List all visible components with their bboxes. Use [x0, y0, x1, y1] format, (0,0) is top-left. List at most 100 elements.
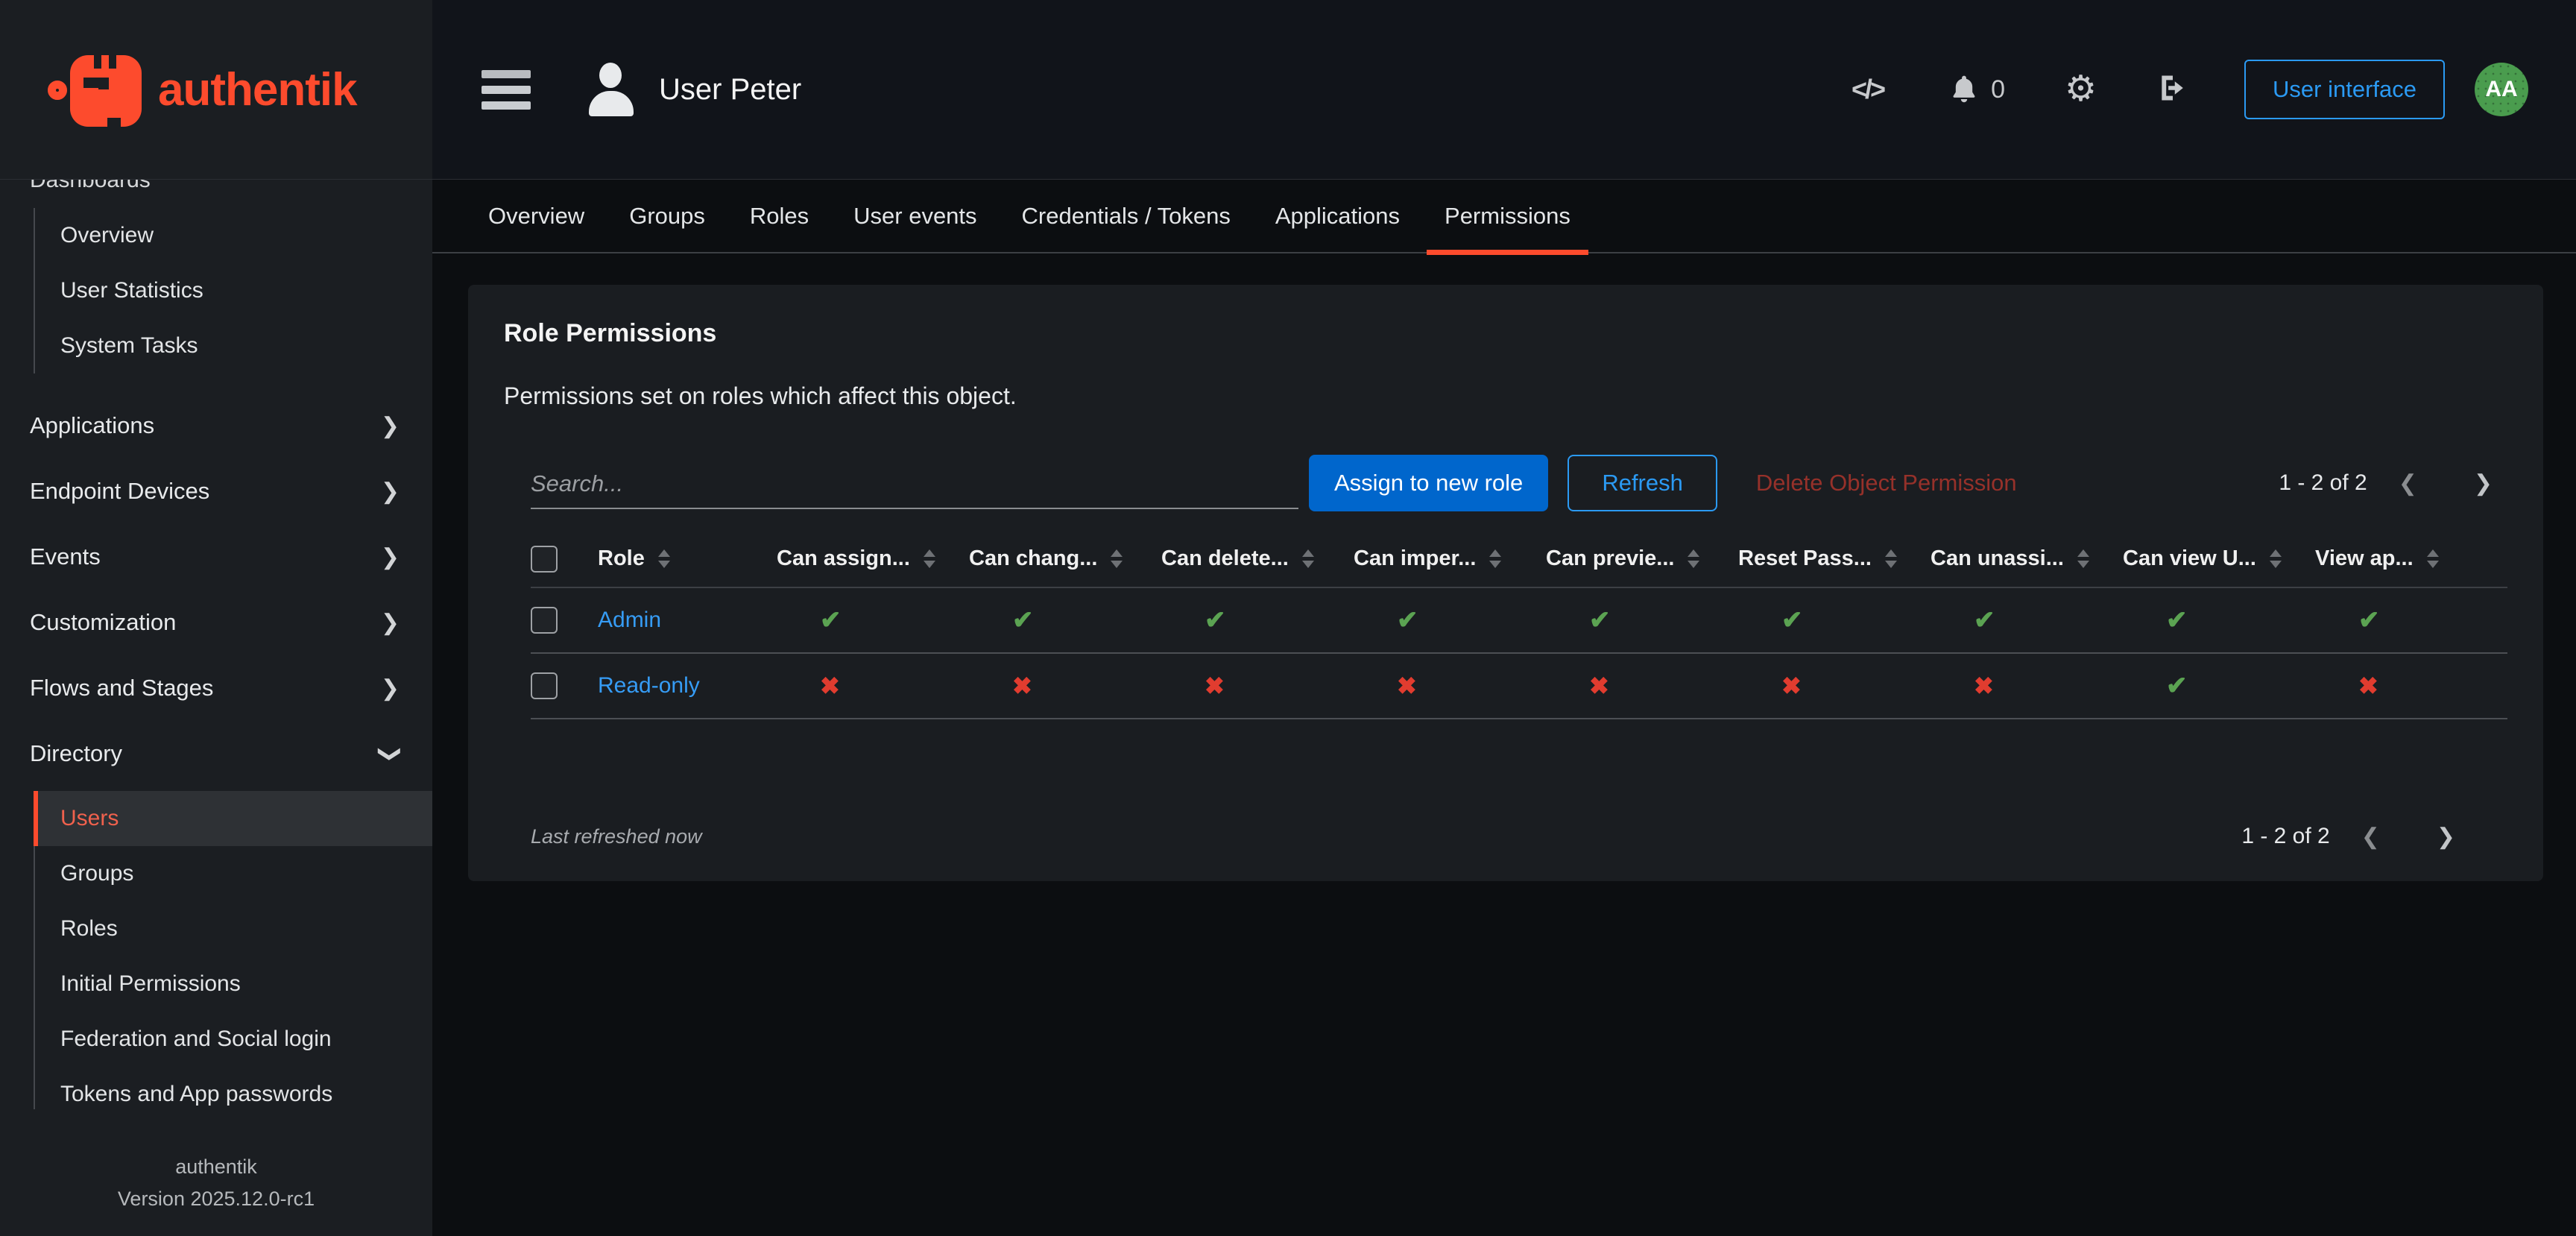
- role-link-read-only[interactable]: Read-only: [598, 673, 700, 698]
- settings-gear-icon[interactable]: ⚙: [2065, 69, 2097, 109]
- authentik-logo[interactable]: authentik: [0, 0, 432, 179]
- avatar[interactable]: AA: [2475, 63, 2528, 116]
- sidebar-footer: authentik Version 2025.12.0-rc1: [0, 1155, 432, 1211]
- sidebar-item-groups[interactable]: Groups: [34, 846, 432, 901]
- permission-status-icon: ✖: [2358, 672, 2378, 699]
- permission-status-icon: ✖: [1974, 672, 1994, 699]
- row-checkbox[interactable]: [531, 672, 558, 699]
- page-title: User Peter: [659, 72, 802, 106]
- sort-icon[interactable]: [657, 549, 670, 568]
- permission-status-icon: ✔: [1974, 606, 1995, 634]
- hamburger-menu-icon[interactable]: [482, 63, 531, 117]
- permission-status-icon: ✔: [820, 606, 842, 634]
- card-description: Permissions set on roles which affect th…: [504, 382, 1017, 409]
- sidebar-item-users[interactable]: Users: [34, 791, 432, 846]
- chevron-down-icon: ❯: [377, 744, 402, 763]
- role-permissions-table: Role Can assign... Can chang... Can dele…: [531, 531, 2507, 719]
- permission-status-icon: ✔: [1205, 606, 1226, 634]
- pagination-next-icon[interactable]: ❯: [2436, 824, 2455, 849]
- permission-status-icon: ✔: [1012, 606, 1034, 634]
- permission-status-icon: ✖: [820, 672, 840, 699]
- row-checkbox[interactable]: [531, 607, 558, 634]
- chevron-right-icon: ❯: [380, 413, 400, 438]
- notification-count: 0: [1991, 75, 2005, 104]
- pagination-top: 1 - 2 of 2 ❮ ❯: [2279, 470, 2501, 496]
- card-title: Role Permissions: [504, 319, 717, 347]
- pagination-prev-icon[interactable]: ❮: [2361, 824, 2380, 849]
- table-toolbar: Assign to new role Refresh Delete Object…: [531, 455, 2507, 511]
- api-code-icon[interactable]: </>: [1852, 74, 1886, 104]
- user-interface-button[interactable]: User interface: [2244, 60, 2445, 119]
- pagination-bottom: 1 - 2 of 2 ❮ ❯: [2241, 824, 2464, 850]
- sort-icon[interactable]: [1111, 549, 1123, 568]
- sidebar-item-customization[interactable]: Customization ❯: [30, 609, 400, 635]
- sidebar-item-endpoint-devices[interactable]: Endpoint Devices ❯: [30, 478, 400, 504]
- sort-icon[interactable]: [2426, 549, 2439, 568]
- search-input[interactable]: [531, 470, 1298, 497]
- sort-icon[interactable]: [1301, 549, 1314, 568]
- pagination-label: 1 - 2 of 2: [2241, 824, 2330, 848]
- sidebar-top-level: Applications ❯ Endpoint Devices ❯ Events…: [0, 393, 432, 1109]
- tab-user-events[interactable]: User events: [853, 202, 977, 229]
- sidebar-item-federation-social-login[interactable]: Federation and Social login: [34, 1012, 432, 1067]
- tab-groups[interactable]: Groups: [629, 202, 705, 229]
- tab-permissions[interactable]: Permissions: [1422, 180, 1593, 255]
- sidebar-item-overview[interactable]: Overview: [34, 208, 432, 263]
- table-header-row: Role Can assign... Can chang... Can dele…: [531, 531, 2507, 587]
- header-actions: </> 0 ⚙ User interface AA: [1852, 60, 2528, 119]
- sidebar-section-dashboards[interactable]: Dashboards: [30, 180, 432, 190]
- header-divider: [0, 179, 2576, 180]
- chevron-right-icon: ❯: [380, 610, 400, 635]
- select-all-checkbox[interactable]: [531, 545, 558, 573]
- delete-object-permission-button: Delete Object Permission: [1755, 470, 2017, 496]
- table-row: Read-only ✖ ✖ ✖ ✖ ✖ ✖ ✖ ✔ ✖: [531, 653, 2507, 719]
- sign-out-icon[interactable]: [2156, 72, 2189, 108]
- permission-status-icon: ✖: [1589, 672, 1609, 699]
- sort-icon[interactable]: [1884, 549, 1897, 568]
- sidebar-item-initial-permissions[interactable]: Initial Permissions: [34, 956, 432, 1012]
- tab-roles[interactable]: Roles: [749, 202, 809, 229]
- pagination-next-icon[interactable]: ❯: [2473, 470, 2493, 496]
- sidebar-item-directory[interactable]: Directory ❯: [30, 740, 402, 766]
- sidebar-nav: Dashboards Overview User Statistics Syst…: [0, 180, 432, 1109]
- tab-credentials-tokens[interactable]: Credentials / Tokens: [1021, 202, 1231, 229]
- refresh-button[interactable]: Refresh: [1568, 455, 1717, 511]
- sidebar-item-tokens-app-passwords[interactable]: Tokens and App passwords: [34, 1067, 432, 1109]
- tab-overview[interactable]: Overview: [488, 202, 585, 229]
- sort-icon[interactable]: [2077, 549, 2089, 568]
- role-link-admin[interactable]: Admin: [598, 608, 662, 632]
- permission-status-icon: ✔: [2358, 606, 2380, 634]
- sort-icon[interactable]: [2269, 549, 2282, 568]
- sidebar-item-user-statistics[interactable]: User Statistics: [34, 263, 432, 318]
- app-name: authentik: [175, 1155, 257, 1178]
- permission-status-icon: ✖: [1397, 672, 1417, 699]
- last-refreshed-label: Last refreshed now: [531, 824, 702, 848]
- table-row: Admin ✔ ✔ ✔ ✔ ✔ ✔ ✔ ✔ ✔: [531, 587, 2507, 653]
- sidebar: authentik Dashboards Overview User Stati…: [0, 0, 432, 1236]
- sort-icon[interactable]: [1489, 549, 1502, 568]
- pagination-label: 1 - 2 of 2: [2279, 470, 2367, 495]
- permission-status-icon: ✔: [1781, 606, 1803, 634]
- main-content: Overview Groups Roles User events Creden…: [432, 180, 2576, 1236]
- permission-status-icon: ✖: [1205, 672, 1225, 699]
- sidebar-item-roles[interactable]: Roles: [34, 901, 432, 956]
- permission-status-icon: ✔: [2166, 606, 2188, 634]
- sidebar-item-system-tasks[interactable]: System Tasks: [34, 318, 432, 373]
- tab-applications[interactable]: Applications: [1275, 202, 1401, 229]
- sidebar-item-flows-and-stages[interactable]: Flows and Stages ❯: [30, 675, 400, 701]
- app-version: Version 2025.12.0-rc1: [117, 1188, 315, 1210]
- card-footer: Last refreshed now 1 - 2 of 2 ❮ ❯: [468, 799, 2543, 881]
- chevron-right-icon: ❯: [380, 675, 400, 701]
- sidebar-item-applications[interactable]: Applications ❯: [30, 412, 400, 438]
- permission-status-icon: ✖: [1012, 672, 1032, 699]
- sort-icon[interactable]: [1688, 549, 1700, 568]
- tab-bar: Overview Groups Roles User events Creden…: [432, 180, 2576, 255]
- bell-icon: [1953, 75, 1975, 103]
- sort-icon[interactable]: [923, 549, 935, 568]
- assign-to-new-role-button[interactable]: Assign to new role: [1309, 455, 1549, 511]
- pagination-prev-icon[interactable]: ❮: [2398, 470, 2417, 496]
- sidebar-item-events[interactable]: Events ❯: [30, 543, 400, 570]
- top-header: User Peter </> 0 ⚙ User interface AA: [432, 0, 2576, 179]
- chevron-right-icon: ❯: [380, 544, 400, 570]
- notifications-button[interactable]: 0: [1948, 73, 2005, 106]
